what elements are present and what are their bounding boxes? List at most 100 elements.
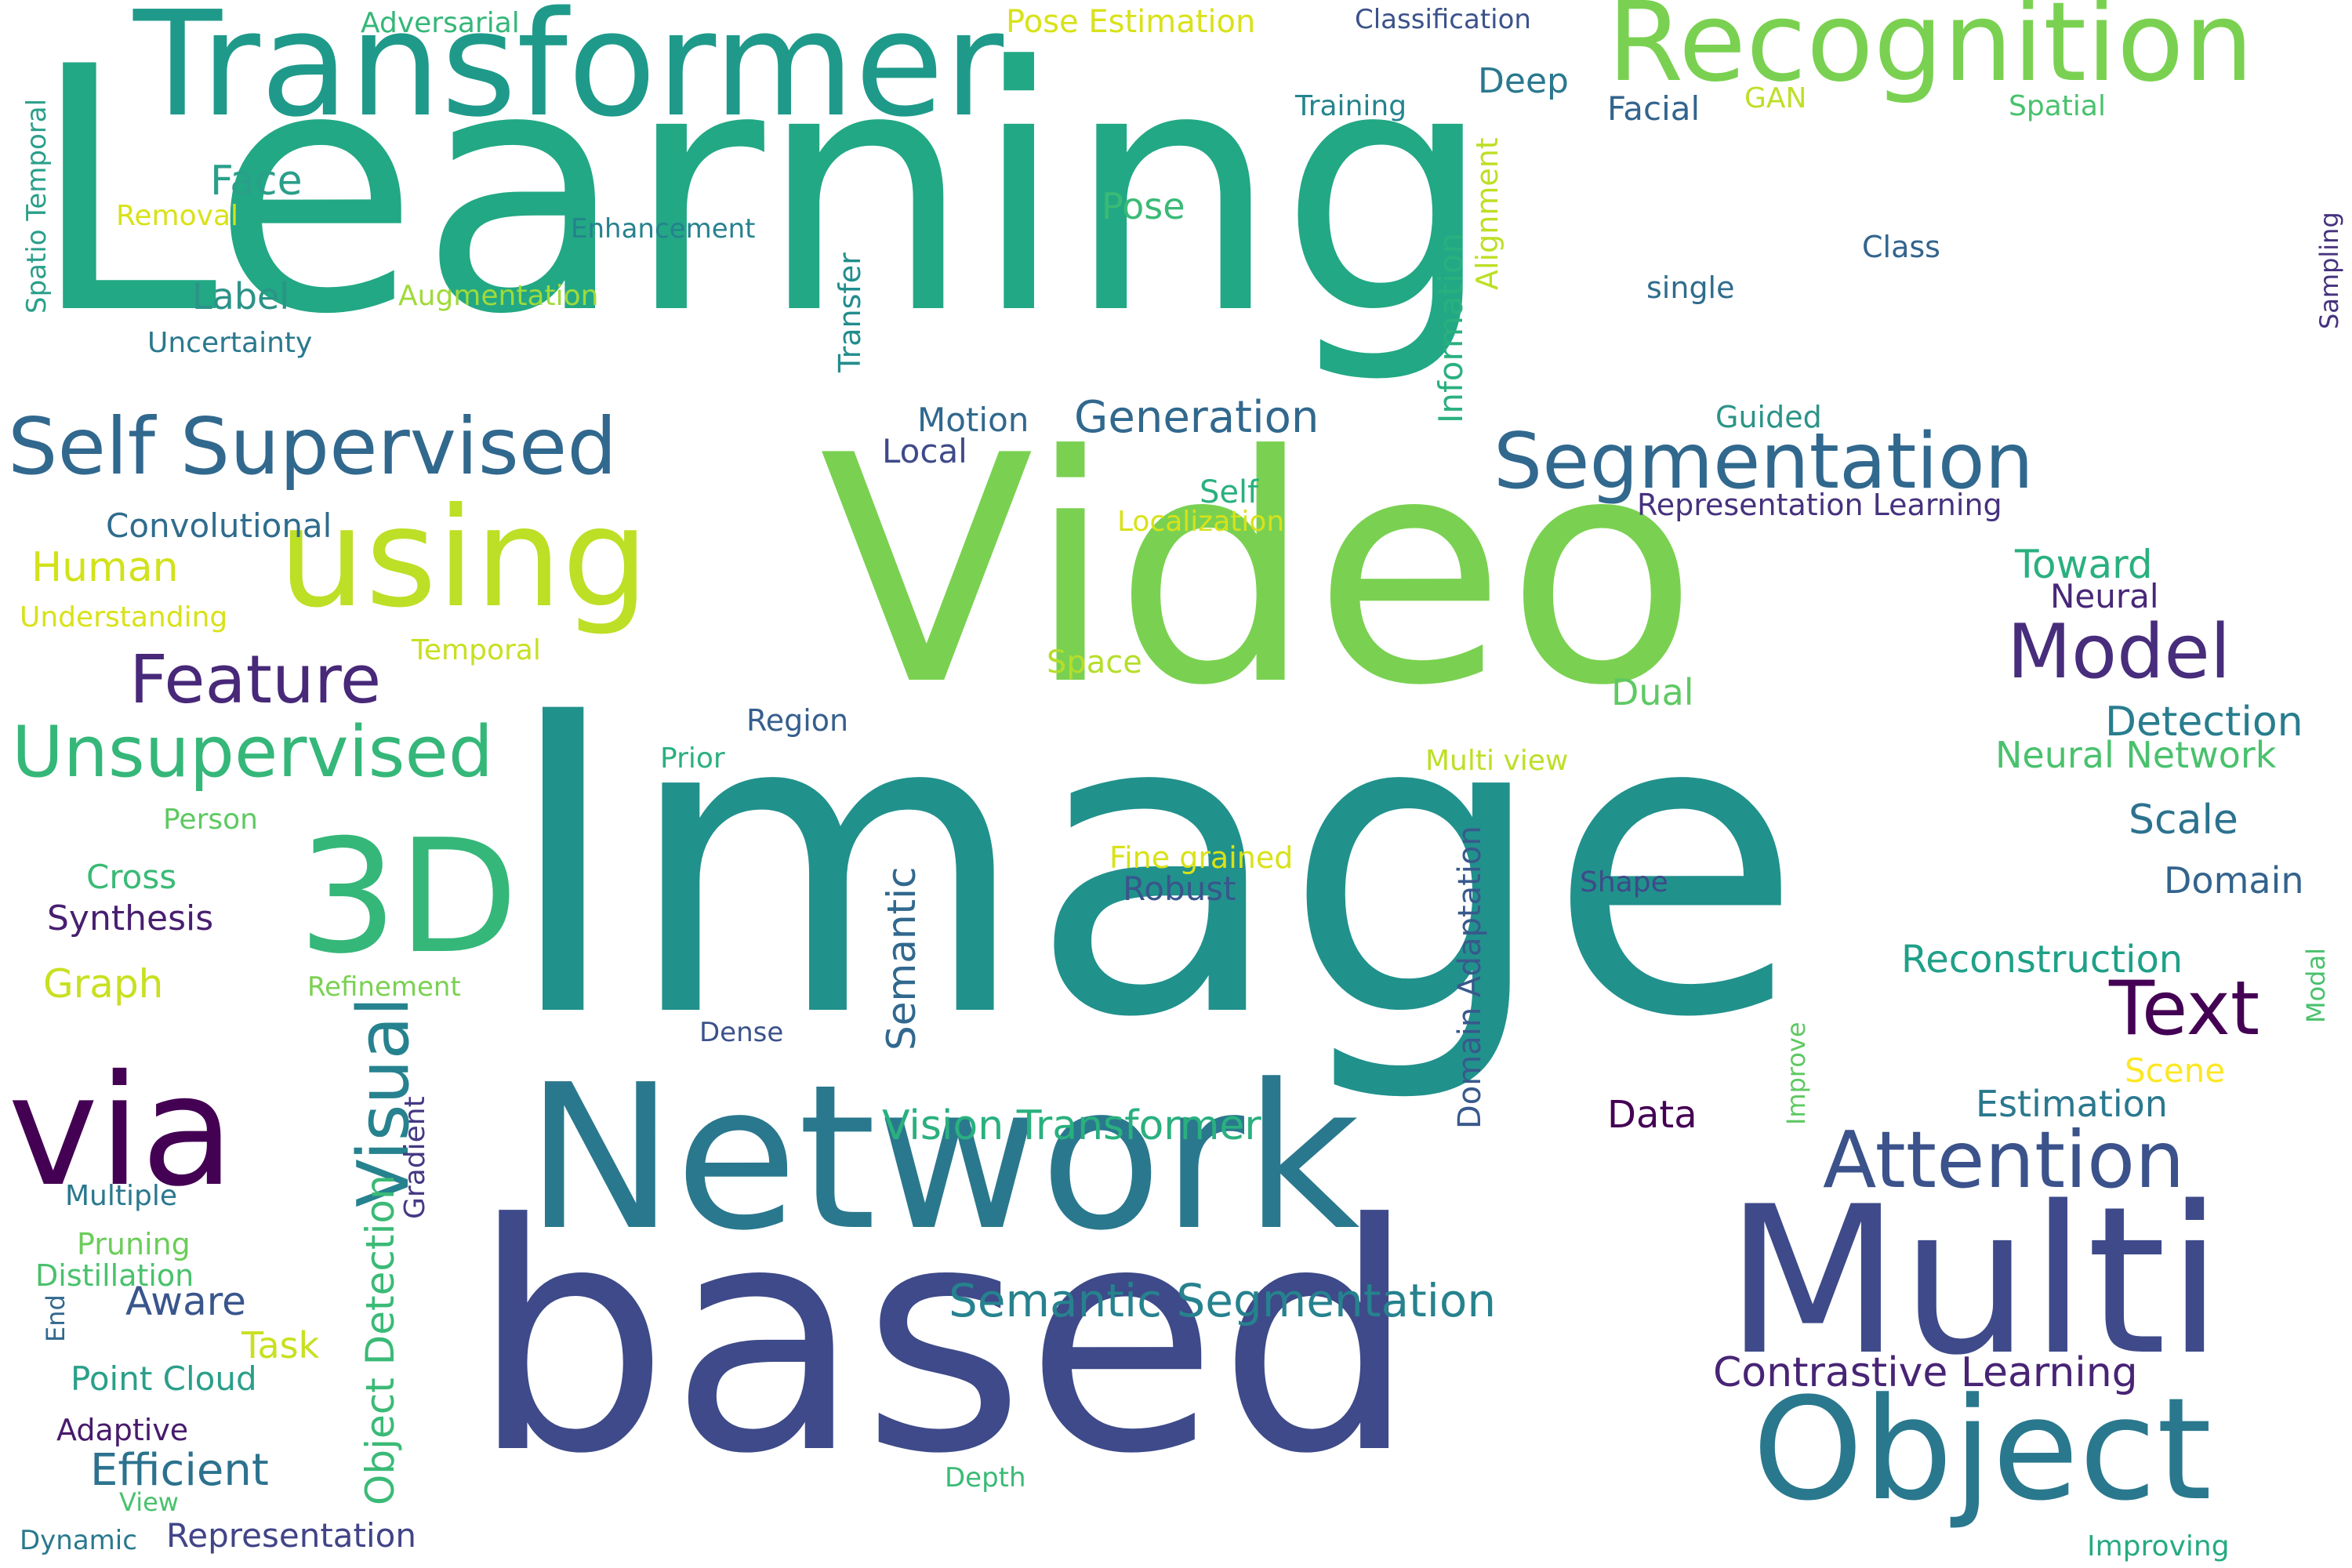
word-via: via — [8, 1042, 235, 1220]
word-using: using — [278, 479, 649, 638]
word-temporal: Temporal — [412, 634, 541, 666]
word-dynamic: Dynamic — [20, 1525, 137, 1556]
word-face: Face — [210, 158, 303, 205]
word-uncertainty: Uncertainty — [147, 327, 313, 359]
word-multiple: Multiple — [65, 1180, 177, 1212]
word-improving: Improving — [2087, 1530, 2230, 1563]
word-domain: Domain — [2164, 859, 2304, 902]
word-attention: Attention — [1823, 1114, 2185, 1206]
word-guided: Guided — [1715, 400, 1822, 434]
word-scene: Scene — [2125, 1051, 2226, 1090]
word-data: Data — [1607, 1093, 1697, 1137]
word-improve: Improve — [1781, 1022, 1811, 1125]
word-refinement: Refinement — [307, 971, 461, 1003]
word-training: Training — [1295, 90, 1407, 122]
word-human: Human — [31, 544, 179, 591]
word-prior: Prior — [660, 742, 725, 775]
word-information: Information — [1432, 232, 1470, 423]
word-self: Self — [1200, 474, 1259, 510]
word-detection: Detection — [2105, 699, 2303, 746]
word-deep: Deep — [1478, 61, 1569, 101]
word-scale: Scale — [2129, 797, 2238, 844]
word-convolutional: Convolutional — [106, 506, 332, 545]
word-generation: Generation — [1074, 392, 1319, 443]
word-spatio-temporal: Spatio Temporal — [21, 98, 53, 314]
word-fine-grained: Fine grained — [1109, 840, 1294, 875]
word-based: based — [470, 1158, 1417, 1523]
word-recognition: Recognition — [1607, 0, 2254, 107]
word-person: Person — [163, 804, 258, 836]
word-class: Class — [1862, 230, 1940, 264]
word-end: End — [41, 1294, 71, 1342]
word-adaptive: Adaptive — [56, 1413, 189, 1447]
word-cross: Cross — [86, 858, 177, 896]
word-learning: Learning — [30, 0, 1494, 388]
word-estimation: Estimation — [1976, 1083, 2168, 1125]
word-alignment: Alignment — [1470, 137, 1504, 290]
word-depth: Depth — [945, 1462, 1026, 1494]
word-3d: 3D — [298, 806, 519, 989]
word-multi-view: Multi view — [1425, 745, 1569, 777]
word-adversarial: Adversarial — [361, 7, 520, 39]
word-augmentation: Augmentation — [398, 280, 599, 312]
word-efficient: Efficient — [90, 1445, 269, 1496]
word-dense: Dense — [699, 1017, 784, 1048]
word-reconstruction: Reconstruction — [1901, 938, 2183, 982]
word-image: Image — [502, 624, 1803, 1108]
word-network: Network — [525, 1042, 1360, 1275]
word-local: Local — [882, 432, 967, 470]
word-motion: Motion — [917, 401, 1029, 439]
word-video: Video — [819, 390, 1698, 754]
word-enhancement: Enhancement — [571, 213, 756, 245]
word-dual: Dual — [1611, 671, 1694, 713]
word-single: single — [1646, 270, 1735, 305]
word-pruning: Pruning — [77, 1227, 191, 1261]
word-shape: Shape — [1580, 866, 1668, 898]
word-semantic: Semantic — [879, 866, 924, 1051]
word-modal: Modal — [2301, 948, 2331, 1023]
word-representation: Representation — [166, 1516, 416, 1555]
word-feature: Feature — [129, 641, 382, 719]
word-model: Model — [2007, 609, 2231, 695]
word-space: Space — [1047, 644, 1142, 681]
word-spatial: Spatial — [2009, 90, 2106, 122]
word-domain-adaptation: Domain Adaptation — [1452, 826, 1488, 1129]
word-toward: Toward — [2015, 542, 2153, 587]
word-robust: Robust — [1123, 869, 1236, 908]
word-classification: Classification — [1355, 4, 1531, 35]
word-gan: GAN — [1744, 82, 1807, 114]
word-point-cloud: Point Cloud — [71, 1359, 257, 1398]
word-semantic-segmentation: Semantic Segmentation — [949, 1274, 1497, 1327]
word-task: Task — [241, 1324, 320, 1367]
word-object: Object — [1752, 1368, 2212, 1532]
word-contrastive-learning: Contrastive Learning — [1713, 1349, 2138, 1396]
word-neural-network: Neural Network — [1995, 734, 2277, 776]
word-vision-transformer: Vision Transformer — [882, 1102, 1261, 1149]
word-object-detection: Object Detection — [358, 1174, 403, 1505]
word-transfer: Transfer — [833, 252, 867, 372]
word-self-supervised: Self Supervised — [8, 401, 617, 492]
word-graph: Graph — [43, 961, 164, 1007]
word-label: Label — [192, 275, 290, 318]
word-representation-learning: Representation Learning — [1637, 488, 2002, 522]
word-neural: Neural — [2050, 577, 2159, 615]
word-sampling: Sampling — [2314, 212, 2344, 329]
word-transformer: Transformer — [133, 0, 1004, 149]
word-removal: Removal — [116, 200, 239, 232]
word-segmentation: Segmentation — [1494, 417, 2034, 506]
word-distillation: Distillation — [35, 1258, 194, 1293]
word-gradient: Gradient — [399, 1096, 431, 1219]
word-understanding: Understanding — [20, 601, 228, 633]
word-multi: Multi — [1725, 1163, 2223, 1400]
word-region: Region — [746, 703, 849, 738]
word-aware: Aware — [125, 1279, 246, 1324]
word-pose-estimation: Pose Estimation — [1006, 4, 1256, 40]
word-pose: Pose — [1102, 185, 1185, 227]
word-text: Text — [2109, 966, 2260, 1052]
word-view: View — [119, 1487, 179, 1517]
word-facial: Facial — [1607, 89, 1700, 128]
word-unsupervised: Unsupervised — [12, 711, 494, 793]
word-synthesis: Synthesis — [47, 898, 214, 938]
word-localization: Localization — [1117, 506, 1285, 538]
